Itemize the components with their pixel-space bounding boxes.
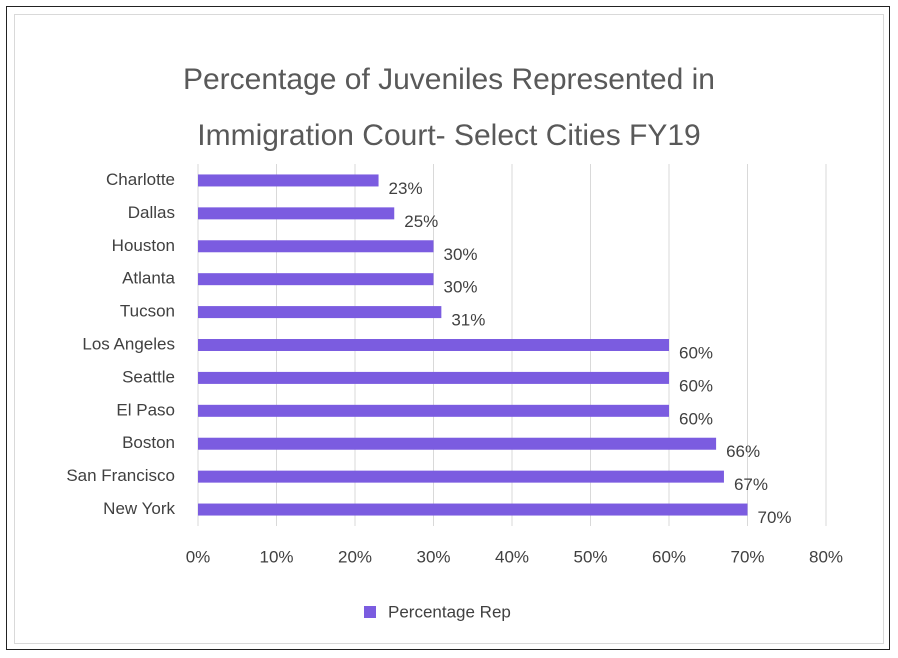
- data-label: 67%: [734, 475, 768, 494]
- data-label: 60%: [679, 343, 713, 362]
- x-tick-label: 60%: [652, 547, 686, 566]
- legend-label: Percentage Rep: [388, 602, 511, 621]
- data-label: 31%: [451, 311, 485, 330]
- y-tick-label: Atlanta: [122, 269, 175, 288]
- data-label: 60%: [679, 376, 713, 395]
- bar: [198, 470, 724, 483]
- data-label: 23%: [389, 179, 423, 198]
- x-tick-label: 80%: [809, 547, 843, 566]
- x-tick-label: 30%: [416, 547, 450, 566]
- x-tick-label: 0%: [186, 547, 211, 566]
- data-label: 60%: [679, 409, 713, 428]
- bar: [198, 306, 442, 319]
- y-tick-label: Los Angeles: [82, 334, 175, 353]
- bar: [198, 273, 434, 286]
- bar: [198, 174, 379, 187]
- y-tick-label: San Francisco: [66, 466, 175, 485]
- bar: [198, 207, 395, 220]
- y-tick-label: New York: [103, 499, 175, 518]
- bar: [198, 339, 669, 351]
- y-tick-label: Tucson: [120, 302, 175, 321]
- y-tick-label: Houston: [112, 236, 175, 255]
- x-tick-label: 70%: [730, 547, 764, 566]
- chart-frame: [6, 6, 890, 650]
- x-tick-label: 10%: [259, 547, 293, 566]
- x-tick-label: 20%: [338, 547, 372, 566]
- x-tick-label: 50%: [573, 547, 607, 566]
- y-tick-label: El Paso: [116, 400, 175, 419]
- y-tick-label: Seattle: [122, 367, 175, 386]
- bar: [198, 240, 434, 253]
- data-label: 66%: [726, 442, 760, 461]
- data-label: 30%: [444, 278, 478, 297]
- chart-area: [14, 14, 884, 644]
- legend-swatch: [364, 606, 376, 618]
- chart-title: Percentage of Juveniles Represented in I…: [182, 63, 715, 152]
- y-tick-label: Dallas: [128, 203, 175, 222]
- y-tick-label: Boston: [122, 433, 175, 452]
- bar: [198, 437, 717, 450]
- bar: [198, 371, 669, 384]
- data-label: 30%: [444, 245, 478, 264]
- bar: [198, 503, 748, 516]
- bar: [198, 404, 669, 417]
- data-label: 25%: [404, 212, 438, 231]
- y-tick-label: Charlotte: [106, 170, 175, 189]
- x-tick-label: 40%: [495, 547, 529, 566]
- data-label: 70%: [758, 508, 792, 527]
